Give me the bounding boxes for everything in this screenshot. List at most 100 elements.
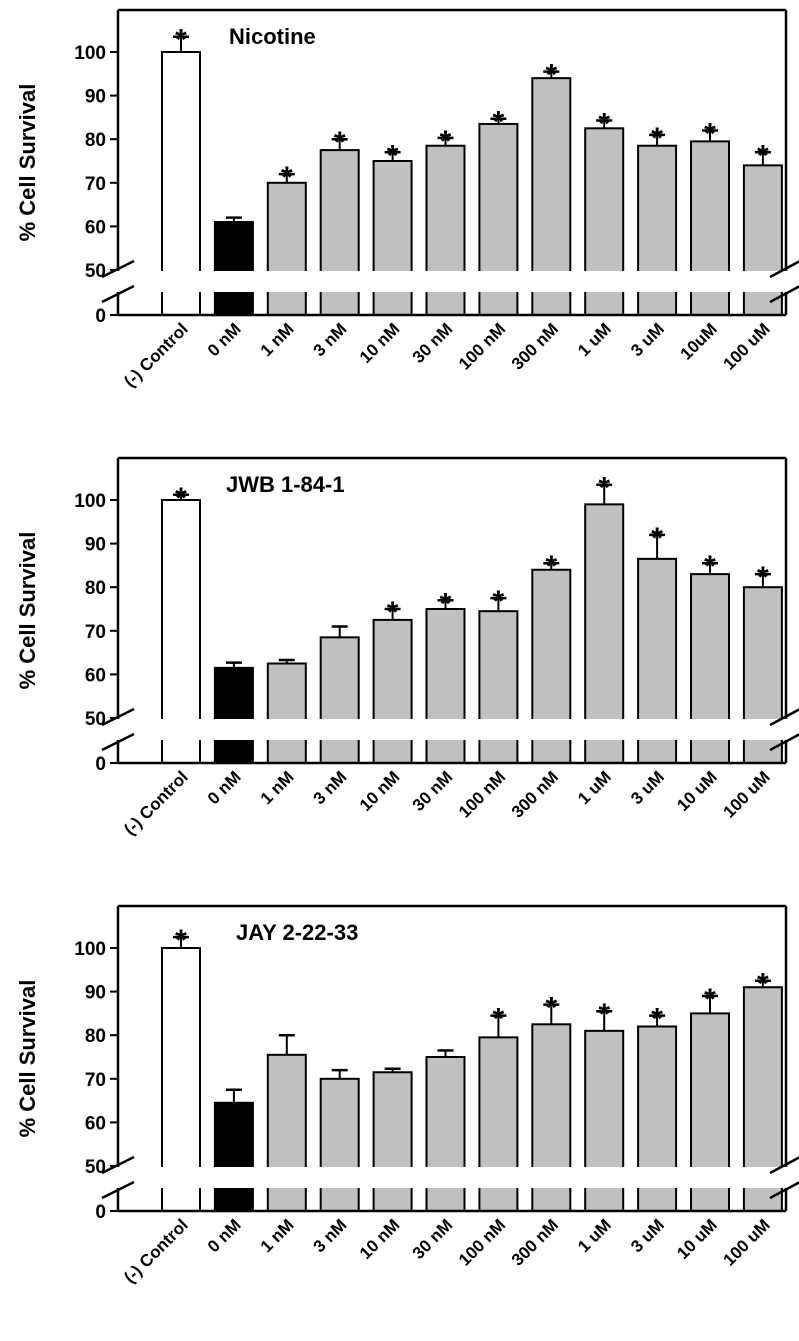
x-tick-label-10-nm: 10 nM — [356, 1215, 404, 1263]
y-tick-label-100: 100 — [74, 43, 106, 64]
x-tick-label-0-nm: 0 nM — [204, 1215, 245, 1256]
y-tick-label-80: 80 — [85, 578, 106, 599]
chart-panel-jwb-1-84-1: % Cell Survival * (-) Control 0 nM 1 nM 3 nM *… — [0, 448, 799, 893]
significance-star-control: * — [175, 482, 187, 515]
y-tick-label-50: 50 — [85, 1157, 106, 1178]
x-tick-label-100-um: 100 uM — [720, 1215, 774, 1269]
y-tick-label-0: 0 — [95, 306, 106, 327]
chart-svg: % Cell Survival*(-) Control 0 nM 1 nM 3 nM 1… — [15, 904, 799, 1287]
x-tick-label-1-um: 1 uM — [574, 1215, 615, 1256]
x-tick-label-100-um: 100 uM — [720, 767, 774, 821]
x-tick-label-control: (-) Control — [120, 1215, 192, 1287]
significance-star-100-nm: * — [493, 585, 505, 618]
significance-star-100-um: * — [757, 968, 769, 1001]
y-tick-label-80: 80 — [85, 1026, 106, 1047]
significance-star-control: * — [175, 924, 187, 957]
axis-break-band — [98, 1167, 799, 1188]
axis-break-band — [98, 719, 799, 740]
break-mark-right-bottom — [769, 285, 799, 304]
bar-3-nm — [319, 636, 360, 764]
significance-star-10um: * — [704, 117, 716, 150]
break-mark-right-bottom — [769, 1181, 799, 1200]
bar-1-nm — [266, 662, 307, 764]
chart-svg: % Cell Survival * (-) Control 0 nM * 1 nM * 3 n… — [15, 8, 799, 391]
break-mark-right-top — [769, 708, 799, 727]
x-tick-label-3-nm: 3 nM — [310, 1215, 351, 1256]
significance-star-100-um: * — [757, 561, 769, 594]
y-tick-label-60: 60 — [85, 217, 106, 238]
x-tick-label-30-nm: 30 nM — [409, 319, 457, 367]
bar-100-nm — [478, 610, 519, 764]
y-tick-label-90: 90 — [85, 87, 106, 108]
y-tick-label-50: 50 — [85, 261, 106, 282]
break-mark-left-bottom — [101, 732, 135, 752]
x-tick-label-3-um: 3 uM — [627, 319, 668, 360]
x-tick-label-30-nm: 30 nM — [409, 1215, 457, 1263]
significance-star-100-nm: * — [493, 106, 505, 139]
significance-star-10-um: * — [704, 550, 716, 583]
y-tick-label-80: 80 — [85, 130, 106, 151]
x-tick-label-1-um: 1 uM — [574, 319, 615, 360]
x-tick-label-3-um: 3 uM — [627, 767, 668, 808]
bar-10-nm — [372, 618, 413, 764]
chart-svg: % Cell Survival * (-) Control 0 nM 1 nM 3 nM *… — [15, 456, 799, 839]
y-axis-label: % Cell Survival — [15, 84, 40, 242]
x-tick-label-1-nm: 1 nM — [257, 319, 298, 360]
chart-title: JAY 2-22-33 — [236, 920, 358, 945]
y-tick-label-100: 100 — [74, 939, 106, 960]
significance-star-10-nm: * — [387, 139, 399, 172]
significance-star-3-nm: * — [334, 126, 346, 159]
x-tick-label-0-nm: 0 nM — [204, 319, 245, 360]
x-tick-label-300-nm: 300 nM — [508, 767, 562, 821]
bar-3-nm — [319, 1077, 360, 1212]
chart-panel-nicotine: % Cell Survival * (-) Control 0 nM * 1 nM * 3 n… — [0, 0, 799, 445]
y-axis-label: % Cell Survival — [15, 532, 40, 690]
x-tick-label-1-nm: 1 nM — [257, 767, 298, 808]
y-tick-label-0: 0 — [95, 1202, 106, 1223]
x-tick-label-100-nm: 100 nM — [455, 1215, 509, 1269]
significance-star-300-nm: * — [545, 992, 557, 1025]
x-tick-label-3-um: 3 uM — [627, 1215, 668, 1256]
chart-panel-jay-2-22-33: % Cell Survival * (-) Control 0 nM 1 nM 3 nM 1… — [0, 896, 799, 1341]
significance-star-100-um: * — [757, 139, 769, 172]
x-tick-label-3-nm: 3 nM — [310, 319, 351, 360]
chart-title: JWB 1-84-1 — [226, 472, 345, 497]
bar-100-um — [742, 164, 783, 316]
chart-title: Nicotine — [229, 24, 316, 49]
bar-0-nm — [213, 1101, 254, 1212]
x-tick-label-0-nm: 0 nM — [204, 767, 245, 808]
y-tick-label-0: 0 — [95, 754, 106, 775]
y-tick-label-50: 50 — [85, 709, 106, 730]
significance-star-1-um: * — [598, 998, 610, 1031]
break-mark-left-bottom — [101, 284, 135, 304]
significance-star-1-nm: * — [281, 161, 293, 194]
significance-star-30-nm: * — [440, 125, 452, 158]
bar-0-nm — [213, 221, 254, 316]
break-mark-right-top — [769, 260, 799, 279]
y-tick-label-70: 70 — [85, 174, 106, 195]
axis-break-band — [98, 271, 799, 292]
significance-star-control: * — [175, 24, 187, 57]
break-mark-right-top — [769, 1156, 799, 1175]
significance-star-3-um: * — [651, 1003, 663, 1036]
x-tick-label-100-um: 100 uM — [720, 319, 774, 373]
x-tick-label-10-nm: 10 nM — [356, 319, 404, 367]
y-tick-label-100: 100 — [74, 491, 106, 512]
x-tick-label-10-nm: 10 nM — [356, 767, 404, 815]
x-tick-label-100-nm: 100 nM — [455, 319, 509, 373]
break-mark-right-bottom — [769, 733, 799, 752]
x-tick-label-10-um: 10 uM — [673, 1215, 721, 1263]
significance-star-10-nm: * — [387, 596, 399, 629]
x-tick-label-100-nm: 100 nM — [455, 767, 509, 821]
y-tick-label-60: 60 — [85, 1113, 106, 1134]
y-tick-label-70: 70 — [85, 622, 106, 643]
significance-star-10-um: * — [704, 983, 716, 1016]
bar-10-nm — [372, 1071, 413, 1212]
significance-star-3-um: * — [651, 122, 663, 155]
significance-star-3-um: * — [651, 522, 663, 555]
significance-star-300-nm: * — [545, 59, 557, 92]
x-tick-label-control: (-) Control — [120, 319, 192, 391]
significance-star-30-nm: * — [440, 587, 452, 620]
x-tick-label-1-nm: 1 nM — [257, 1215, 298, 1256]
